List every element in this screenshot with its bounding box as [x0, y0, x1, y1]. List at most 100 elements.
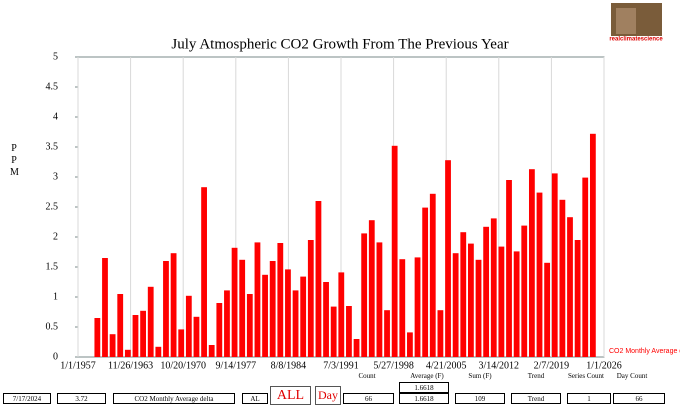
- y-tick-label: 1: [53, 291, 58, 302]
- bar: [528, 169, 535, 357]
- bar: [445, 160, 451, 357]
- logo-text: realclimatescience: [609, 37, 663, 43]
- series-count-cell: 1: [567, 393, 611, 404]
- bar: [513, 251, 520, 357]
- trend-cell[interactable]: Trend: [511, 393, 561, 404]
- bar: [231, 247, 238, 357]
- bar: [193, 316, 200, 357]
- value-field[interactable]: 3.72: [57, 393, 106, 404]
- bar: [551, 173, 558, 357]
- bar: [185, 295, 192, 357]
- x-tick-label: 3/14/2012: [479, 360, 520, 371]
- bar: [300, 276, 307, 357]
- bar: [102, 258, 108, 357]
- bar: [246, 294, 253, 357]
- bar: [277, 243, 284, 357]
- x-tick-label: 8/8/1984: [271, 360, 307, 371]
- x-tick-label: 11/26/1963: [108, 360, 153, 371]
- x-tick-label: 1/1/1957: [60, 360, 96, 371]
- bar: [544, 262, 551, 357]
- bar: [376, 242, 383, 357]
- count-cell: 66: [343, 393, 394, 404]
- x-tick-label: 10/20/1970: [160, 360, 206, 371]
- bar: [452, 253, 459, 357]
- bar: [414, 257, 421, 357]
- y-tick-label: 2.5: [46, 201, 59, 212]
- date-field[interactable]: 7/17/2024: [3, 393, 51, 404]
- bar: [468, 243, 474, 357]
- bar: [315, 201, 322, 357]
- bar: [559, 199, 566, 357]
- y-tick-label: 1.5: [46, 261, 59, 272]
- bar: [338, 272, 345, 357]
- bar: [506, 180, 512, 357]
- y-tick-label: 2: [53, 231, 58, 242]
- bar: [262, 274, 268, 357]
- bar: [155, 346, 162, 357]
- bar: [460, 232, 467, 357]
- bar: [475, 259, 482, 357]
- bar: [254, 242, 261, 357]
- bar: [109, 334, 116, 357]
- bar: [361, 233, 368, 357]
- y-tick-label: 3.5: [46, 141, 59, 152]
- sum-cell: 109: [455, 393, 505, 404]
- average-cell: 1.6618: [399, 393, 449, 404]
- bar: [147, 286, 154, 357]
- bar: [140, 310, 146, 357]
- x-tick-label: 5/27/1998: [373, 360, 414, 371]
- x-tick-label: 7/3/1991: [323, 360, 359, 371]
- bar: [490, 218, 497, 357]
- chart-title: July Atmospheric CO2 Growth From The Pre…: [171, 36, 508, 52]
- x-tick-label: 1/1/2026: [586, 360, 622, 371]
- bar: [589, 133, 596, 357]
- bar: [391, 145, 398, 357]
- header-label: Count: [358, 372, 376, 380]
- bar: [208, 345, 215, 357]
- bar: [483, 226, 490, 357]
- bar: [407, 332, 413, 357]
- series-field[interactable]: CO2 Monthly Average delta: [113, 393, 235, 404]
- header-label: Trend: [527, 372, 545, 380]
- bar: [437, 310, 444, 357]
- bar: [292, 290, 299, 357]
- bar: [498, 246, 505, 357]
- bar: [239, 259, 246, 357]
- header-label: Sum (F): [468, 372, 492, 380]
- bar: [422, 207, 429, 357]
- bar: [574, 240, 581, 357]
- bar: [163, 261, 169, 357]
- x-tick-label: 4/21/2005: [426, 360, 467, 371]
- bar: [368, 220, 375, 357]
- bar: [567, 217, 573, 357]
- y-tick-label: 3: [53, 171, 58, 182]
- y-tick-label: 4.5: [46, 81, 59, 92]
- bar: [330, 306, 337, 357]
- state-field[interactable]: AL: [242, 393, 268, 404]
- bar: [521, 225, 528, 357]
- y-tick-label: 4: [53, 111, 58, 122]
- average-top: 1.6618: [399, 382, 449, 393]
- bar: [346, 306, 352, 357]
- bar: [201, 187, 207, 357]
- bar: [353, 339, 360, 357]
- y-tick-label: 0: [53, 351, 58, 362]
- bar: [285, 269, 291, 357]
- bar: [536, 192, 543, 357]
- day-button[interactable]: Day: [315, 386, 341, 405]
- y-axis-label: PPM: [10, 143, 19, 178]
- bar: [429, 193, 436, 357]
- bar: [132, 315, 139, 357]
- x-tick-label: 9/14/1977: [216, 360, 257, 371]
- bar: [216, 303, 223, 357]
- bar: [124, 349, 131, 357]
- header-label: Day Count: [616, 372, 648, 380]
- all-button[interactable]: ALL: [270, 386, 311, 405]
- bar: [399, 259, 406, 357]
- header-label: Average (F): [410, 372, 444, 380]
- logo-figure: [616, 8, 636, 34]
- bar: [323, 282, 329, 357]
- bar: [178, 329, 185, 357]
